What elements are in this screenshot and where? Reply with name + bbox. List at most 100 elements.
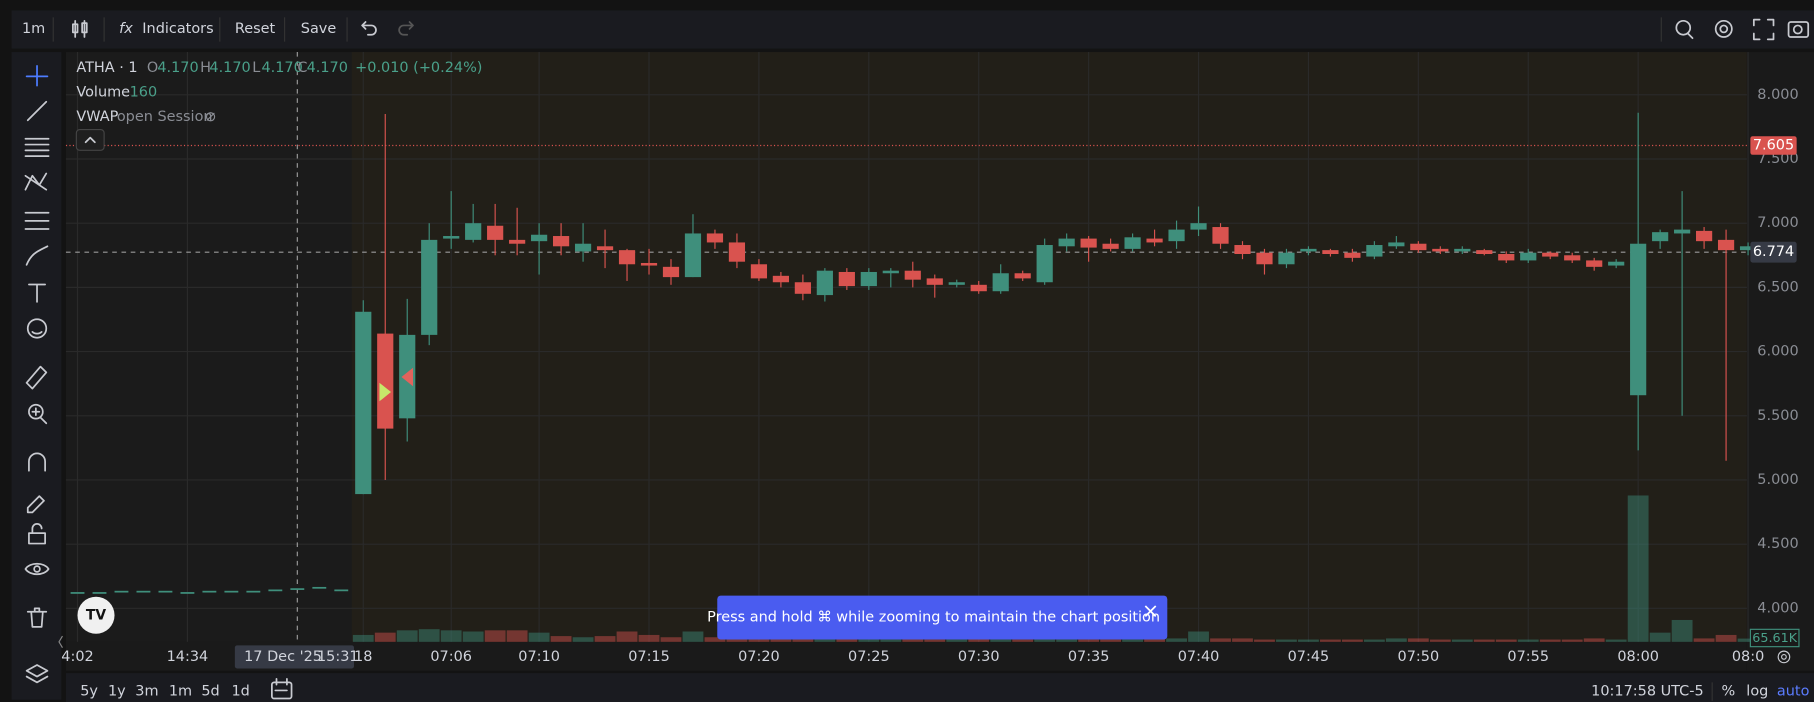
volume-bar bbox=[506, 630, 528, 642]
candle-body bbox=[1322, 250, 1339, 254]
volume-bar bbox=[1034, 638, 1056, 642]
chart-type-button[interactable] bbox=[72, 19, 88, 38]
volume-bar bbox=[1385, 638, 1407, 642]
range-button[interactable]: 1m bbox=[169, 684, 192, 700]
volume-bar bbox=[1693, 638, 1715, 642]
candle-body bbox=[860, 271, 877, 287]
candle-body bbox=[794, 282, 811, 294]
volume-bar bbox=[616, 631, 638, 642]
candle-body bbox=[531, 234, 548, 242]
volume-bar bbox=[924, 639, 946, 642]
volume-bar bbox=[1341, 639, 1363, 642]
volume-bar bbox=[396, 630, 418, 642]
goto-date-button[interactable] bbox=[271, 678, 293, 700]
volume-bar bbox=[1078, 639, 1100, 642]
screenshot-button[interactable] bbox=[1787, 21, 1810, 38]
candle-body bbox=[1366, 245, 1383, 257]
percent-toggle[interactable]: % bbox=[1722, 684, 1736, 700]
sell-marker bbox=[401, 367, 414, 387]
volume-bar bbox=[1583, 638, 1605, 642]
volume-bar bbox=[352, 634, 374, 642]
y-tick-label: 7.500 bbox=[1757, 151, 1798, 167]
candle-body bbox=[421, 239, 438, 335]
candle-body bbox=[970, 284, 987, 292]
candle-body bbox=[596, 246, 614, 251]
collapse-toolbar[interactable] bbox=[58, 635, 63, 648]
x-tick-label: 14:34 bbox=[167, 649, 209, 665]
volume-bar bbox=[1144, 638, 1165, 642]
range-button[interactable]: 1y bbox=[108, 684, 126, 700]
candle-body bbox=[992, 273, 1009, 292]
candle-body bbox=[355, 311, 372, 495]
candle-body bbox=[1564, 255, 1581, 261]
undo-button[interactable] bbox=[361, 21, 377, 36]
candle-body bbox=[1695, 230, 1713, 242]
buy-marker bbox=[379, 382, 392, 402]
volume-bar bbox=[660, 637, 682, 642]
settings-button[interactable] bbox=[1714, 19, 1733, 38]
volume-bar bbox=[1671, 619, 1693, 642]
logo bbox=[77, 596, 115, 634]
volume-bar bbox=[374, 632, 396, 642]
x-tick-label: 07:15 bbox=[628, 649, 670, 665]
log-toggle[interactable]: log bbox=[1746, 684, 1768, 700]
volume-bar bbox=[1100, 639, 1122, 642]
legend-c: 4.170 bbox=[307, 60, 348, 76]
volume-bar bbox=[748, 638, 770, 642]
range-buttons: 5y 1y 3m 1m 5d 1d bbox=[80, 684, 250, 700]
volume-badge bbox=[1749, 628, 1800, 648]
candle-body bbox=[1014, 273, 1031, 279]
search-button[interactable] bbox=[1675, 19, 1694, 40]
candle-body bbox=[1674, 229, 1691, 234]
volume-bar bbox=[440, 630, 462, 642]
legend-o: 4.170 bbox=[157, 60, 198, 76]
drawing-tools[interactable] bbox=[24, 65, 50, 684]
candle-body bbox=[1608, 261, 1625, 266]
volume-value: 160 bbox=[130, 85, 158, 101]
candle-body bbox=[618, 250, 636, 265]
range-button[interactable]: 5y bbox=[80, 684, 98, 700]
range-button[interactable]: 5d bbox=[201, 684, 219, 700]
volume-bar bbox=[1122, 639, 1144, 642]
interval-button[interactable]: 1m bbox=[22, 21, 45, 37]
toast-close[interactable] bbox=[1144, 605, 1157, 618]
volume-bar bbox=[814, 638, 836, 642]
candle-body bbox=[1036, 245, 1053, 283]
range-button[interactable]: 3m bbox=[135, 684, 158, 700]
volume-bar bbox=[1254, 639, 1275, 642]
volume-bar bbox=[594, 636, 616, 642]
volume-bar bbox=[1210, 638, 1231, 642]
fullscreen-button[interactable] bbox=[1752, 18, 1775, 41]
volume-label: Volume bbox=[76, 85, 130, 101]
volume-bar bbox=[770, 638, 792, 642]
x-tick-label: 07:35 bbox=[1068, 649, 1110, 665]
candle-body bbox=[1212, 227, 1229, 244]
auto-toggle[interactable]: auto bbox=[1777, 684, 1810, 700]
candle-body bbox=[1080, 238, 1097, 248]
candle-body bbox=[1344, 252, 1361, 258]
volume-bar bbox=[1320, 639, 1341, 642]
y-tick-label: 4.000 bbox=[1757, 600, 1798, 616]
reset-button[interactable]: Reset bbox=[235, 21, 276, 37]
vwap-hidden-icon[interactable] bbox=[205, 112, 216, 122]
x-tick-label: 07:50 bbox=[1398, 649, 1440, 665]
volume-bar bbox=[1517, 639, 1539, 642]
volume-bar bbox=[902, 638, 924, 642]
candle-body bbox=[377, 333, 394, 429]
candle-body bbox=[1498, 253, 1515, 261]
volume-bar bbox=[682, 631, 704, 642]
x-tick-label: 07:40 bbox=[1178, 649, 1220, 665]
axis-settings[interactable] bbox=[1777, 650, 1791, 664]
save-button[interactable]: Save bbox=[301, 21, 337, 37]
legend-o-label: O bbox=[147, 60, 158, 76]
indicators-button[interactable]: Indicators bbox=[142, 21, 213, 37]
candle-body bbox=[1300, 248, 1317, 252]
candle-body bbox=[1586, 260, 1603, 267]
range-button[interactable]: 1d bbox=[231, 684, 249, 700]
y-tick-label: 6.000 bbox=[1757, 344, 1798, 360]
volume-bar bbox=[462, 631, 484, 642]
volume-bar bbox=[1561, 639, 1583, 642]
volume-axis-label: 65.61K bbox=[1752, 630, 1797, 645]
volume-bar bbox=[550, 636, 572, 642]
collapse-legend-button[interactable] bbox=[75, 128, 105, 151]
